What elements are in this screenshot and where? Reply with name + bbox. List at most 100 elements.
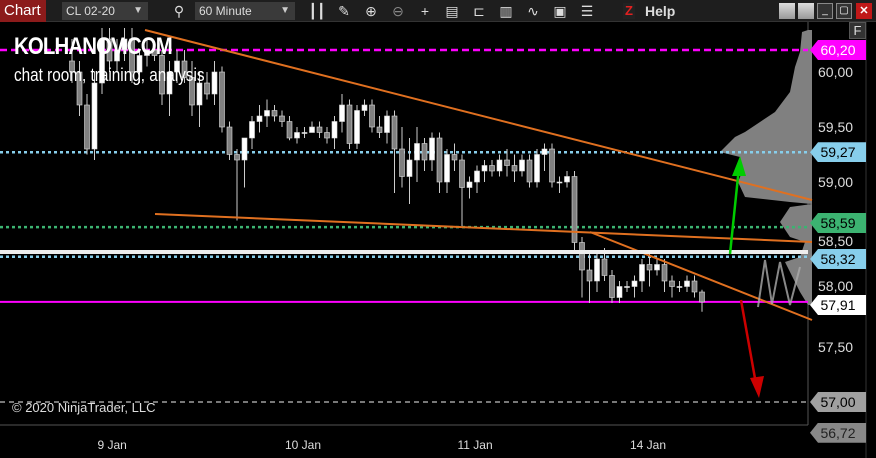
candle-body bbox=[294, 132, 300, 139]
candle-body bbox=[496, 159, 503, 172]
candle-body bbox=[144, 49, 150, 56]
price-chart[interactable] bbox=[0, 22, 876, 458]
candle-body bbox=[489, 165, 495, 172]
candle-body bbox=[676, 286, 683, 288]
down-arrow bbox=[739, 299, 758, 385]
indicators-list-icon[interactable]: ☰ bbox=[580, 3, 594, 19]
price-tick-label: 60,00 bbox=[818, 64, 854, 80]
candle-body bbox=[264, 110, 270, 117]
chevron-down-icon: ▼ bbox=[280, 5, 290, 16]
zoom-out-icon[interactable]: ⊖ bbox=[392, 3, 404, 19]
window-tile-button[interactable] bbox=[779, 3, 795, 19]
chart-trader-icon[interactable]: ⊏ bbox=[473, 3, 485, 19]
candle-body bbox=[324, 132, 330, 139]
strategies-icon[interactable]: ∿ bbox=[527, 3, 539, 19]
window-link-button[interactable] bbox=[798, 3, 814, 19]
zoom-in-icon[interactable]: ⊕ bbox=[365, 3, 377, 19]
candle-body bbox=[309, 126, 315, 133]
price-tick-label: 58,00 bbox=[818, 278, 854, 294]
candle-body bbox=[571, 176, 578, 243]
candle-body bbox=[391, 115, 398, 150]
candle-body bbox=[114, 49, 120, 62]
watermark-subtitle: chat room, training, analysis bbox=[14, 65, 205, 85]
candle-body bbox=[541, 148, 548, 155]
price-tick-label: 58,50 bbox=[818, 233, 854, 249]
candle-body bbox=[601, 258, 608, 276]
candle-body bbox=[594, 258, 600, 282]
minimize-button[interactable]: _ bbox=[817, 3, 833, 19]
candle-body bbox=[444, 154, 450, 183]
candle-body bbox=[519, 159, 525, 172]
candle-body bbox=[166, 71, 173, 95]
wave-pattern-drawing bbox=[757, 259, 801, 308]
date-tick-label: 14 Jan bbox=[630, 438, 667, 452]
candle-body bbox=[91, 82, 98, 150]
candle-body bbox=[84, 104, 90, 150]
candle-body bbox=[181, 60, 188, 78]
templates-icon[interactable]: ▥ bbox=[499, 3, 513, 19]
trendline-upper[interactable] bbox=[144, 29, 813, 201]
price-level-label: 57,00 bbox=[810, 392, 866, 412]
candle-body bbox=[196, 82, 203, 106]
trendline-lower[interactable] bbox=[589, 231, 813, 321]
f-button[interactable]: F bbox=[849, 22, 866, 39]
chart-tab[interactable]: Chart bbox=[0, 0, 46, 22]
z-icon[interactable]: Z bbox=[623, 3, 635, 19]
candle-body bbox=[436, 137, 443, 183]
candle-body bbox=[369, 104, 375, 128]
candle-body bbox=[639, 264, 645, 282]
chevron-down-icon: ▼ bbox=[133, 5, 143, 16]
candle-body bbox=[624, 286, 630, 288]
help-menu[interactable]: Help bbox=[645, 3, 676, 19]
candle-body bbox=[421, 143, 428, 161]
up-arrow bbox=[728, 166, 741, 255]
data-box-icon[interactable]: ▤ bbox=[445, 3, 459, 19]
bar-type-icon[interactable]: ┃┃ bbox=[308, 3, 326, 19]
candle-body bbox=[354, 110, 360, 144]
price-level-label: 58,59 bbox=[810, 213, 866, 233]
draw-pencil-icon[interactable]: ✎ bbox=[338, 3, 350, 19]
candle-body bbox=[459, 159, 465, 188]
candle-body bbox=[699, 291, 705, 303]
price-tick-label: 59,50 bbox=[818, 119, 854, 135]
crosshair-icon[interactable]: + bbox=[420, 3, 430, 19]
date-tick-label: 10 Jan bbox=[285, 438, 322, 452]
candle-body bbox=[504, 159, 510, 166]
price-level-label: 57,91 bbox=[810, 295, 866, 315]
candle-body bbox=[451, 154, 458, 161]
candle-body bbox=[204, 82, 210, 95]
price-level-label: 59,27 bbox=[810, 142, 866, 163]
search-icon[interactable]: ⚲ bbox=[173, 3, 185, 19]
price-bottom-label: 56,72 bbox=[810, 422, 866, 443]
candle-body bbox=[301, 132, 308, 134]
candle-body bbox=[106, 38, 113, 62]
candle-body bbox=[474, 170, 480, 183]
close-button[interactable]: ✕ bbox=[856, 3, 872, 19]
candle-body bbox=[286, 121, 293, 139]
instrument-selector[interactable]: CL 02-20 ▼ bbox=[62, 2, 148, 20]
price-level-label: 58,32 bbox=[810, 249, 866, 269]
candle-body bbox=[549, 148, 555, 183]
candle-body bbox=[646, 264, 653, 271]
candle-body bbox=[564, 176, 570, 183]
price-level-label: 60,20 bbox=[810, 40, 866, 60]
date-tick-label: 9 Jan bbox=[97, 438, 127, 452]
candle-body bbox=[399, 148, 405, 177]
candle-body bbox=[414, 143, 420, 161]
candle-body bbox=[616, 286, 623, 298]
candle-body bbox=[654, 264, 660, 271]
candle-body bbox=[609, 275, 615, 298]
instrument-value: CL 02-20 bbox=[66, 4, 115, 18]
candle-body bbox=[189, 77, 195, 106]
date-tick-label: 11 Jan bbox=[457, 438, 493, 452]
properties-icon[interactable]: ▣ bbox=[553, 3, 567, 19]
candle-body bbox=[226, 126, 233, 155]
candle-body bbox=[586, 269, 593, 282]
candle-body bbox=[159, 55, 165, 95]
candle-body bbox=[534, 154, 540, 183]
trendline-middle[interactable] bbox=[154, 213, 813, 243]
maximize-button[interactable]: ▢ bbox=[836, 3, 852, 19]
timeframe-selector[interactable]: 60 Minute ▼ bbox=[195, 2, 295, 20]
candle-body bbox=[511, 165, 518, 172]
candle-body bbox=[331, 121, 338, 139]
